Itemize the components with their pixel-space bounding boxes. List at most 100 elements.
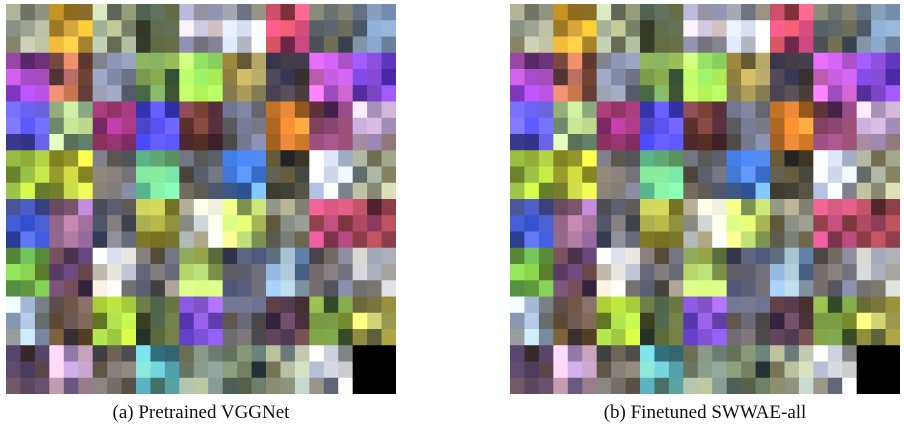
filter-pixel bbox=[510, 296, 526, 314]
filter-pixel bbox=[280, 296, 296, 314]
filter-pixel bbox=[338, 20, 354, 38]
filter-pixel bbox=[798, 247, 814, 265]
filter-pixel bbox=[625, 377, 641, 394]
filter-cell bbox=[683, 199, 728, 249]
filter-cell bbox=[726, 150, 771, 200]
filter-pixel bbox=[208, 280, 224, 298]
filter-pixel bbox=[63, 117, 79, 135]
filter-pixel bbox=[222, 69, 238, 86]
filter-pixel bbox=[871, 69, 887, 86]
filter-pixel bbox=[567, 101, 583, 119]
filter-pixel bbox=[683, 36, 699, 54]
filter-cell bbox=[136, 199, 180, 249]
filter-pixel bbox=[222, 150, 238, 168]
filter-pixel bbox=[697, 52, 713, 70]
filter-pixel bbox=[755, 117, 771, 135]
filter-pixel bbox=[784, 361, 800, 379]
filter-pixel bbox=[237, 199, 253, 216]
filter-pixel bbox=[596, 199, 612, 216]
filter-pixel bbox=[150, 231, 166, 249]
filter-pixel bbox=[553, 361, 569, 379]
filter-pixel bbox=[683, 361, 699, 379]
filter-pixel bbox=[582, 296, 598, 314]
filter-pixel bbox=[266, 329, 282, 346]
filter-pixel bbox=[871, 377, 887, 394]
filter-pixel bbox=[856, 215, 872, 233]
filter-pixel bbox=[338, 166, 354, 184]
filter-pixel bbox=[784, 312, 800, 330]
filter-pixel bbox=[309, 85, 325, 103]
filter-pixel bbox=[222, 345, 238, 363]
filter-pixel bbox=[78, 329, 94, 346]
filter-pixel bbox=[266, 199, 282, 216]
filter-pixel bbox=[78, 264, 94, 281]
filter-pixel bbox=[726, 69, 742, 86]
filter-pixel bbox=[63, 296, 79, 314]
filter-pixel bbox=[208, 231, 224, 249]
filter-pixel bbox=[280, 36, 296, 54]
filter-cell bbox=[266, 199, 310, 249]
filter-pixel bbox=[798, 182, 814, 200]
filter-cell bbox=[856, 4, 900, 54]
filter-cell bbox=[640, 345, 684, 394]
filter-pixel bbox=[338, 52, 354, 70]
filter-pixel bbox=[654, 215, 670, 233]
filter-pixel bbox=[150, 377, 166, 394]
filter-pixel bbox=[510, 199, 526, 216]
filter-pixel bbox=[193, 280, 209, 298]
filter-pixel bbox=[309, 280, 325, 298]
filter-pixel bbox=[338, 36, 354, 54]
filter-pixel bbox=[770, 264, 786, 281]
filter-pixel bbox=[625, 280, 641, 298]
filter-pixel bbox=[164, 231, 180, 249]
filter-cell bbox=[770, 4, 814, 54]
filter-pixel bbox=[92, 329, 108, 346]
filter-pixel bbox=[697, 377, 713, 394]
filter-pixel bbox=[683, 199, 699, 216]
filter-pixel bbox=[222, 264, 238, 281]
filter-pixel bbox=[309, 296, 325, 314]
filter-pixel bbox=[582, 264, 598, 281]
filter-pixel bbox=[179, 264, 195, 281]
filter-pixel bbox=[784, 296, 800, 314]
filter-pixel bbox=[654, 69, 670, 86]
filter-pixel bbox=[266, 20, 282, 38]
filter-pixel bbox=[842, 4, 858, 21]
filter-pixel bbox=[683, 329, 699, 346]
filter-pixel bbox=[193, 166, 209, 184]
filter-cell bbox=[222, 296, 267, 346]
filter-pixel bbox=[6, 166, 22, 184]
filter-pixel bbox=[6, 312, 22, 330]
filter-pixel bbox=[78, 150, 94, 168]
filter-pixel bbox=[63, 69, 79, 86]
filter-pixel bbox=[798, 69, 814, 86]
filter-cell bbox=[6, 199, 50, 249]
filter-pixel bbox=[770, 377, 786, 394]
filter-pixel bbox=[596, 345, 612, 363]
filter-pixel bbox=[582, 150, 598, 168]
filter-pixel bbox=[582, 312, 598, 330]
filter-pixel bbox=[683, 182, 699, 200]
filter-pixel bbox=[179, 361, 195, 379]
filter-pixel bbox=[567, 231, 583, 249]
filter-pixel bbox=[338, 345, 354, 363]
filter-pixel bbox=[553, 85, 569, 103]
filter-pixel bbox=[625, 215, 641, 233]
filter-cell bbox=[640, 150, 684, 200]
filter-pixel bbox=[712, 231, 728, 249]
filter-pixel bbox=[251, 199, 267, 216]
filter-pixel bbox=[309, 134, 325, 151]
filter-pixel bbox=[582, 361, 598, 379]
filter-pixel bbox=[92, 52, 108, 70]
filter-pixel bbox=[625, 231, 641, 249]
filter-pixel bbox=[280, 264, 296, 281]
filter-pixel bbox=[251, 52, 267, 70]
filter-pixel bbox=[697, 166, 713, 184]
filter-pixel bbox=[668, 296, 684, 314]
filter-cell bbox=[92, 247, 137, 298]
filter-pixel bbox=[92, 20, 108, 38]
filter-pixel bbox=[266, 85, 282, 103]
filter-pixel bbox=[266, 36, 282, 54]
filter-pixel bbox=[63, 4, 79, 21]
filter-pixel bbox=[813, 231, 829, 249]
